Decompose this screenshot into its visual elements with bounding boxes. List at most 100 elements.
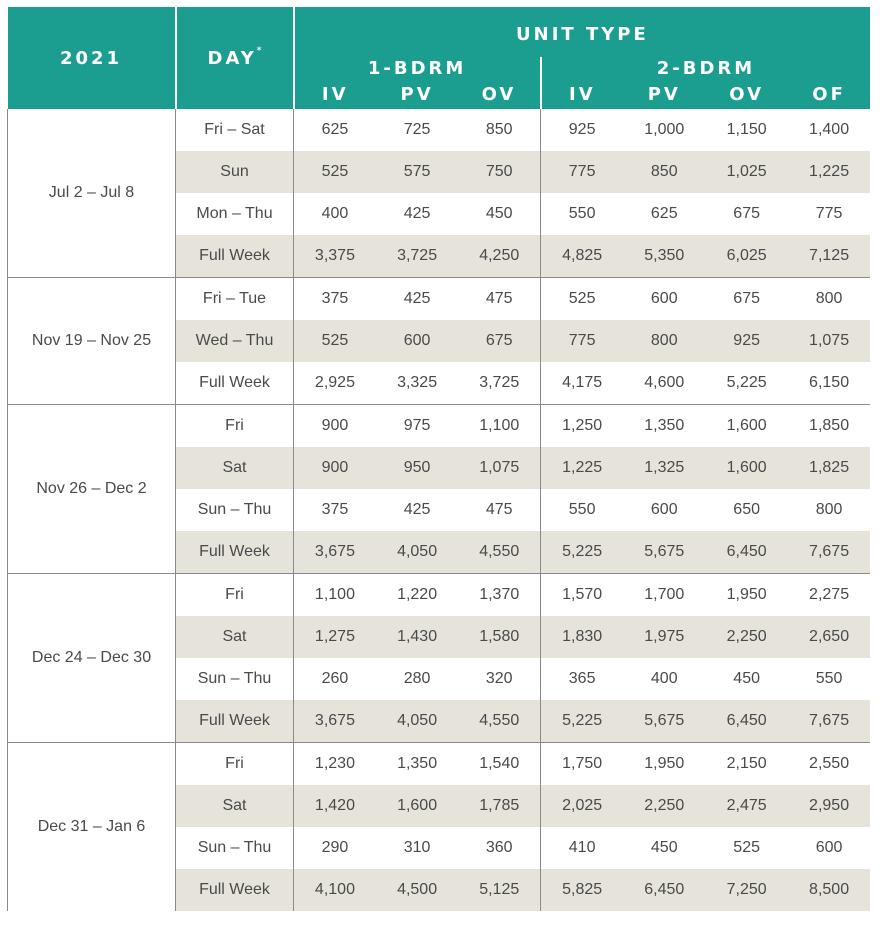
points-cell: 1,075 xyxy=(787,320,871,362)
points-cell: 2,250 xyxy=(705,616,788,658)
points-cell: 8,500 xyxy=(787,869,871,911)
points-cell: 1,570 xyxy=(562,586,603,603)
table-row: Sun – Thu 375 425 475 550 600 650 800 xyxy=(8,489,871,531)
table-row: Dec 31 – Jan 6 Fri 1,230 1,350 1,540 1,750 1,9… xyxy=(7,742,871,911)
points-cell: 3,725 xyxy=(458,362,542,405)
table-row: Full Week 3,675 4,050 4,550 5,225 5,675 6,450 7… xyxy=(8,531,871,574)
points-cell: 400 xyxy=(650,670,678,687)
points-cell: 1,350 xyxy=(644,417,685,434)
points-cell: 575 xyxy=(375,151,459,193)
points-cell: 975 xyxy=(403,417,431,434)
unit-code-header: PV xyxy=(623,79,706,109)
points-cell: 2,150 xyxy=(726,755,767,772)
table-header: 2021 DAY* UNIT TYPE 1-BDRM 2-BDRM IV PV … xyxy=(7,7,871,109)
points-cell: 6,450 xyxy=(705,700,788,743)
points-cell: 1,600 xyxy=(705,447,788,489)
day-cell: Full Week xyxy=(175,235,294,278)
table-row: Sun – Thu 290 310 360 410 450 525 600 xyxy=(8,827,871,869)
points-cell: 625 xyxy=(650,205,678,222)
points-cell: 3,325 xyxy=(397,374,438,391)
unit-code-header: OV xyxy=(458,79,542,109)
day-cell: Wed – Thu xyxy=(175,320,294,362)
points-cell: 410 xyxy=(568,839,596,856)
points-cell: 6,150 xyxy=(809,374,850,391)
points-cell: 1,700 xyxy=(644,586,685,603)
day-cell: Mon – Thu xyxy=(175,193,294,235)
table-row: Sun – Thu 260 280 320 365 400 450 550 xyxy=(8,658,871,700)
day-cell: Sun – Thu xyxy=(175,827,294,869)
points-cell: 1,225 xyxy=(540,447,624,489)
points-cell: 525 xyxy=(293,320,376,362)
points-cell: 310 xyxy=(403,839,431,856)
table-row: Nov 26 – Dec 2 Fri 900 975 1,100 1,250 1,350 1,… xyxy=(7,404,871,574)
points-cell: 5,675 xyxy=(623,531,706,574)
day-cell: Sun – Thu xyxy=(175,658,294,700)
points-table: 2021 DAY* UNIT TYPE 1-BDRM 2-BDRM IV PV … xyxy=(7,7,871,911)
points-cell: 450 xyxy=(650,839,678,856)
points-cell: 1,580 xyxy=(458,616,542,658)
points-cell: 1,220 xyxy=(397,586,438,603)
points-cell: 1,600 xyxy=(726,417,767,434)
points-cell: 3,675 xyxy=(293,700,376,743)
points-cell: 2,550 xyxy=(809,755,850,772)
points-cell: 4,050 xyxy=(375,700,459,743)
table-row: Sun 525 575 750 775 850 1,025 1,225 xyxy=(8,151,871,193)
table-row: Sat 900 950 1,075 1,225 1,325 1,600 1,825 xyxy=(8,447,871,489)
points-cell: 1,400 xyxy=(809,121,850,138)
day-cell: Fri xyxy=(175,573,294,616)
table-row: Dec 24 – Dec 30 Fri 1,100 1,220 1,370 1,570 1,… xyxy=(7,573,871,743)
date-range-cell: Jul 2 – Jul 8 xyxy=(7,109,176,278)
points-cell: 475 xyxy=(458,489,542,531)
unit-type-header: UNIT TYPE xyxy=(293,7,871,57)
points-cell: 365 xyxy=(568,670,596,687)
day-cell: Sat xyxy=(175,785,294,827)
points-cell: 900 xyxy=(321,417,349,434)
points-cell: 550 xyxy=(568,205,596,222)
table-row: Sat 1,420 1,600 1,785 2,025 2,250 2,475 2,950 xyxy=(8,785,871,827)
day-cell: Sat xyxy=(175,447,294,489)
points-cell: 1,950 xyxy=(644,755,685,772)
points-cell: 2,475 xyxy=(705,785,788,827)
points-cell: 1,150 xyxy=(726,121,767,138)
points-cell: 625 xyxy=(321,121,349,138)
points-cell: 600 xyxy=(375,320,459,362)
points-cell: 4,100 xyxy=(293,869,376,911)
points-cell: 4,050 xyxy=(375,531,459,574)
date-range-cell: Dec 24 – Dec 30 xyxy=(7,573,176,743)
table-row: Full Week 2,925 3,325 3,725 4,175 4,600 5,225 6… xyxy=(8,362,871,405)
points-cell: 925 xyxy=(705,320,788,362)
points-cell: 4,825 xyxy=(540,235,624,278)
points-cell: 800 xyxy=(815,290,843,307)
points-cell: 600 xyxy=(815,839,843,856)
points-cell: 3,675 xyxy=(293,531,376,574)
points-cell: 1,100 xyxy=(314,586,355,603)
points-cell: 1,250 xyxy=(562,417,603,434)
points-cell: 675 xyxy=(458,320,542,362)
table-row: Full Week 4,100 4,500 5,125 5,825 6,450 7,250 8… xyxy=(8,869,871,911)
unit-code-header: OF xyxy=(787,79,871,109)
points-cell: 1,420 xyxy=(293,785,376,827)
points-cell: 1,230 xyxy=(314,755,355,772)
points-cell: 2,925 xyxy=(314,374,355,391)
points-cell: 4,500 xyxy=(375,869,459,911)
day-cell: Full Week xyxy=(175,531,294,574)
group-header-2bdrm: 2-BDRM xyxy=(540,57,871,79)
points-cell: 2,250 xyxy=(623,785,706,827)
table-row: Wed – Thu 525 600 675 775 800 925 1,075 xyxy=(8,320,871,362)
table-row: Jul 2 – Jul 8 Fri – Sat 625 725 850 925 1,000 1… xyxy=(7,109,871,278)
day-cell: Sun – Thu xyxy=(175,489,294,531)
points-chart: 2021 DAY* UNIT TYPE 1-BDRM 2-BDRM IV PV … xyxy=(7,7,871,911)
table-row: Sat 1,275 1,430 1,580 1,830 1,975 2,250 2,650 xyxy=(8,616,871,658)
points-cell: 1,025 xyxy=(705,151,788,193)
day-footnote-mark: * xyxy=(256,45,262,56)
day-cell: Fri xyxy=(175,742,294,785)
points-cell: 6,450 xyxy=(623,869,706,911)
points-cell: 320 xyxy=(458,658,542,700)
points-cell: 6,025 xyxy=(705,235,788,278)
date-range-cell: Dec 31 – Jan 6 xyxy=(7,742,176,911)
season-block: Dec 24 – Dec 30 Fri 1,100 1,220 1,370 1,570 1,… xyxy=(7,573,871,743)
points-cell: 1,785 xyxy=(458,785,542,827)
points-cell: 6,450 xyxy=(705,531,788,574)
points-cell: 775 xyxy=(540,320,624,362)
points-cell: 1,325 xyxy=(623,447,706,489)
